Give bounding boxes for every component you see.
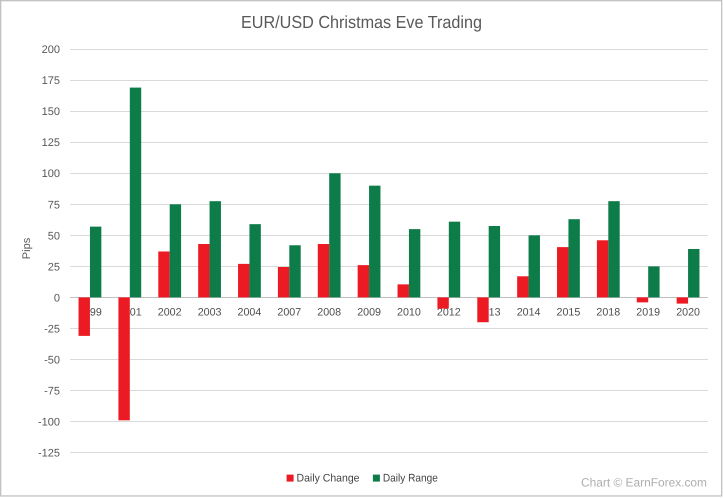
svg-text:2002: 2002: [158, 307, 182, 319]
svg-text:175: 175: [42, 75, 60, 87]
svg-text:2012: 2012: [437, 307, 461, 319]
svg-text:Chart © EarnForex.com: Chart © EarnForex.com: [581, 476, 707, 490]
svg-text:2007: 2007: [277, 307, 301, 319]
svg-text:75: 75: [48, 199, 60, 211]
svg-text:EUR/USD Christmas Eve Trading: EUR/USD Christmas Eve Trading: [241, 12, 482, 32]
svg-text:-50: -50: [44, 355, 60, 367]
svg-text:-100: -100: [38, 417, 60, 429]
svg-text:150: 150: [42, 106, 60, 118]
svg-text:2019: 2019: [636, 307, 660, 319]
svg-text:200: 200: [42, 44, 60, 56]
svg-text:100: 100: [42, 168, 60, 180]
svg-text:-75: -75: [44, 386, 60, 398]
svg-text:2015: 2015: [557, 307, 581, 319]
svg-text:125: 125: [42, 137, 60, 149]
svg-text:25: 25: [48, 261, 60, 273]
svg-text:Pips: Pips: [21, 237, 33, 259]
svg-text:2010: 2010: [397, 307, 421, 319]
svg-text:2018: 2018: [596, 307, 620, 319]
svg-text:2004: 2004: [238, 307, 262, 319]
svg-text:-125: -125: [38, 448, 60, 460]
svg-text:Daily Change: Daily Change: [297, 472, 360, 484]
svg-text:0: 0: [54, 292, 60, 304]
svg-text:2014: 2014: [517, 307, 541, 319]
svg-text:2003: 2003: [198, 307, 222, 319]
svg-text:-25: -25: [44, 323, 60, 335]
svg-text:50: 50: [48, 230, 60, 242]
svg-text:2020: 2020: [676, 307, 700, 319]
svg-text:Daily Range: Daily Range: [383, 472, 438, 484]
svg-text:2009: 2009: [357, 307, 381, 319]
svg-text:2008: 2008: [317, 307, 341, 319]
